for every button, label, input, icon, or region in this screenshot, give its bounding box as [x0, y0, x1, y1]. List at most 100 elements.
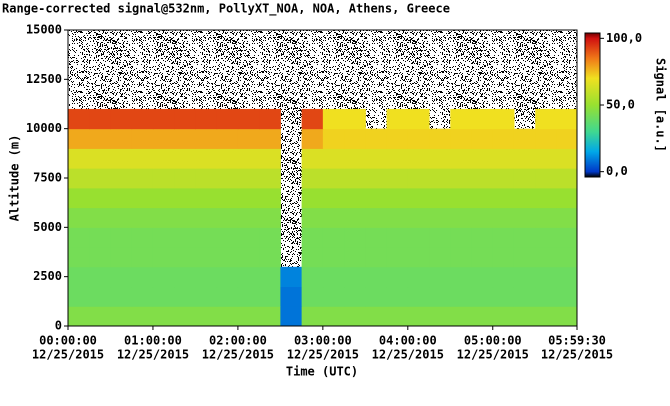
heat-cell: [259, 168, 281, 189]
heat-cell: [407, 108, 430, 130]
heat-cell: [131, 148, 154, 169]
heat-cell: [237, 286, 260, 307]
heat-cell: [195, 128, 218, 149]
heat-cell: [237, 128, 260, 149]
heat-cell: [344, 286, 366, 307]
x-tick-date: 12/25/2015: [287, 348, 359, 362]
heat-cell: [386, 148, 409, 169]
heat-cell: [174, 168, 196, 189]
heat-cell: [195, 266, 218, 288]
heat-cell: [344, 207, 366, 228]
heat-cell: [450, 286, 473, 307]
x-tick-date: 12/25/2015: [32, 348, 104, 362]
heat-cell: [344, 187, 366, 209]
heat-cell: [407, 266, 430, 288]
heat-cell: [429, 128, 451, 149]
heat-cell: [216, 207, 239, 228]
heat-cell: [344, 168, 366, 189]
heat-cell: [365, 227, 388, 248]
heat-cell: [89, 168, 111, 189]
heat-cell: [407, 286, 430, 307]
heat-cell: [322, 266, 345, 288]
heat-cell: [386, 286, 409, 307]
heat-cell: [237, 207, 260, 228]
heat-cell: [237, 187, 260, 209]
heat-cell: [301, 128, 324, 149]
heat-cell: [429, 187, 451, 209]
heat-cell: [386, 227, 409, 248]
heat-cell: [513, 247, 536, 268]
heat-cell: [174, 266, 196, 288]
heat-cell: [513, 207, 536, 228]
heat-cell: [131, 108, 154, 130]
heat-cell: [471, 227, 494, 248]
heat-cell: [386, 168, 409, 189]
heat-cell: [556, 168, 578, 189]
heat-cell: [301, 266, 324, 288]
x-tick-label: 05:00:00: [464, 334, 522, 348]
heat-cell: [471, 128, 494, 149]
heat-cell: [513, 227, 536, 248]
heat-cell: [322, 247, 345, 268]
x-tick-date: 12/25/2015: [202, 348, 274, 362]
heat-cell: [471, 168, 494, 189]
heat-cell: [216, 148, 239, 169]
heat-cell: [131, 187, 154, 209]
heat-cell: [237, 247, 260, 268]
heat-cell: [237, 168, 260, 189]
heat-cell: [68, 227, 90, 248]
heat-cell: [237, 227, 260, 248]
heat-cell: [407, 128, 430, 149]
heat-cell: [216, 286, 239, 307]
heat-cell: [535, 148, 557, 169]
heat-cell: [492, 128, 515, 149]
heat-cell: [259, 286, 281, 307]
heat-cell: [365, 128, 388, 149]
heat-cell: [110, 128, 133, 149]
heat-cell: [174, 306, 196, 327]
heat-cell: [513, 168, 536, 189]
heat-cell: [492, 306, 515, 327]
heat-cell: [535, 266, 557, 288]
heat-cell: [195, 227, 218, 248]
heat-cell: [429, 148, 451, 169]
heat-cell: [89, 306, 111, 327]
heat-cell: [68, 247, 90, 268]
heat-cell: [174, 247, 196, 268]
heat-cell: [386, 266, 409, 288]
heat-cell: [131, 227, 154, 248]
heat-cell: [322, 207, 345, 228]
colorbar-tick-label: 0,0: [606, 164, 628, 178]
heat-cell: [407, 187, 430, 209]
heat-cell: [259, 128, 281, 149]
heat-cell: [68, 168, 90, 189]
heat-cell: [386, 187, 409, 209]
heat-cell: [152, 247, 175, 268]
heat-cell: [152, 128, 175, 149]
heat-cell: [429, 266, 451, 288]
heat-cell: [556, 187, 578, 209]
heat-cell: [344, 247, 366, 268]
heat-cell: [429, 168, 451, 189]
heat-cell: [216, 227, 239, 248]
heat-cell: [365, 247, 388, 268]
heat-cell: [535, 306, 557, 327]
heat-cell: [535, 286, 557, 307]
x-tick-date: 12/25/2015: [457, 348, 529, 362]
heat-cell: [301, 247, 324, 268]
heat-cell: [259, 108, 281, 130]
heat-cell: [492, 108, 515, 130]
chart-title: Range-corrected signal@532nm, PollyXT_NO…: [2, 2, 450, 17]
heat-cell: [259, 207, 281, 228]
heat-cell: [216, 187, 239, 209]
heat-cell: [152, 306, 175, 327]
heat-cell: [110, 207, 133, 228]
heat-cell: [492, 207, 515, 228]
heat-cell: [89, 227, 111, 248]
heat-cell: [174, 128, 196, 149]
heat-cell: [110, 108, 133, 130]
heat-cell: [556, 128, 578, 149]
heat-cell: [301, 168, 324, 189]
